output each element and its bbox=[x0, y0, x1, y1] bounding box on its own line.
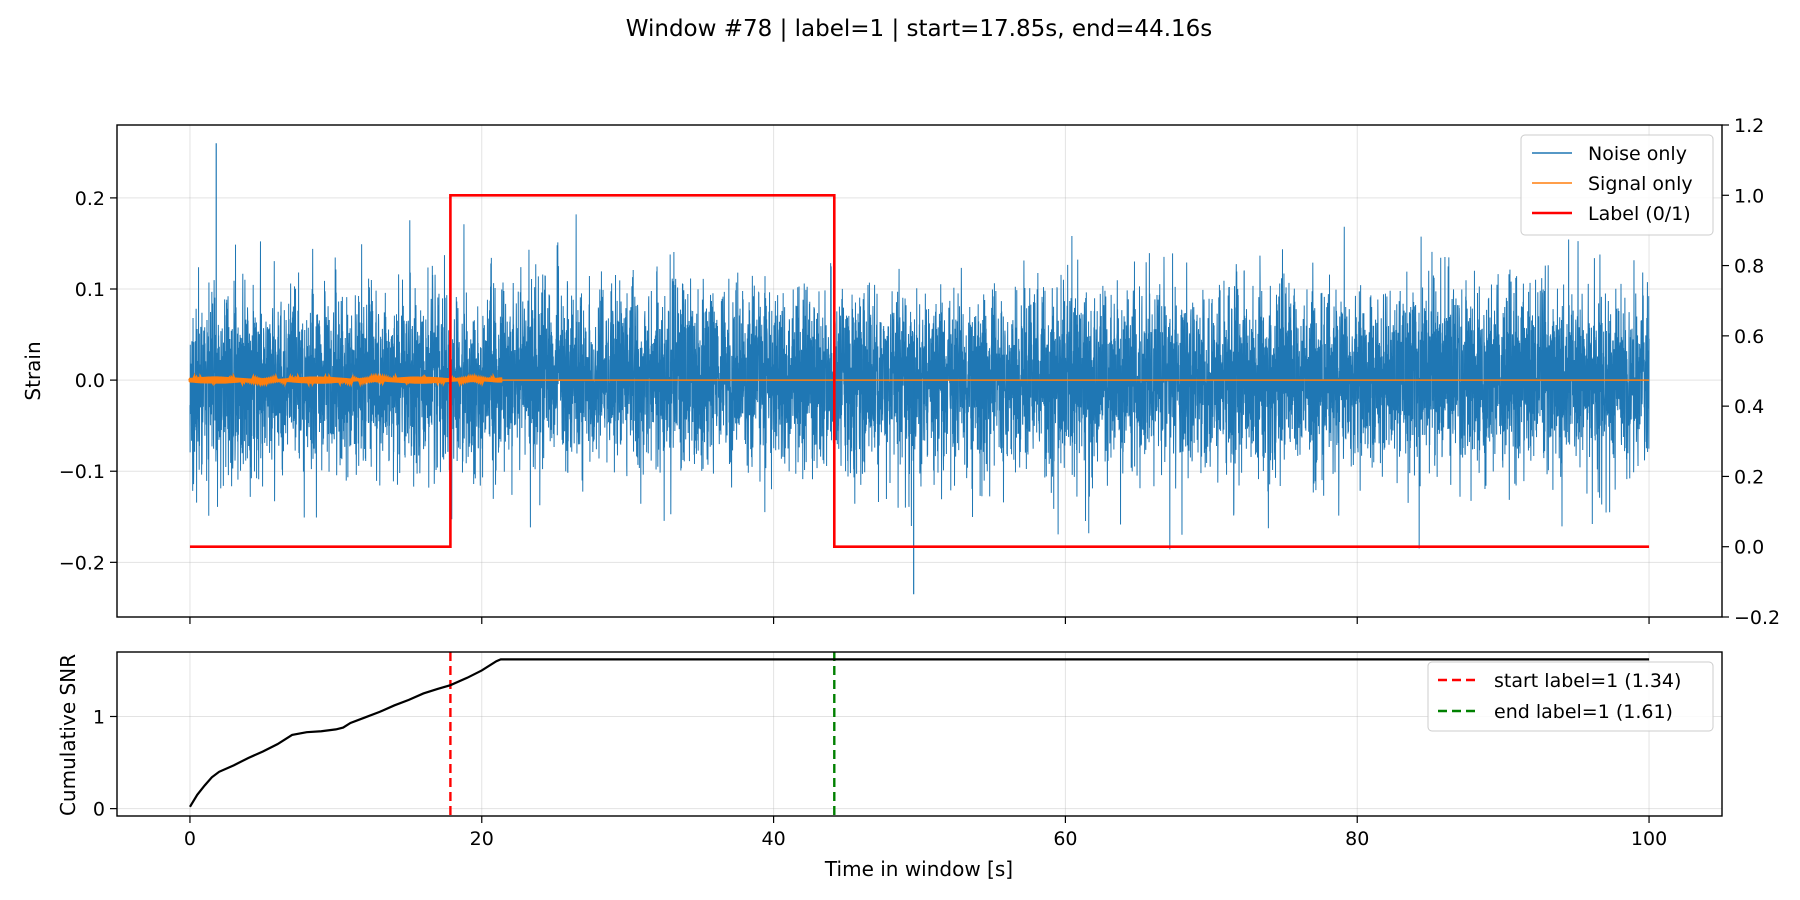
signal-only-series bbox=[188, 372, 1650, 388]
label-axis-ticks: −0.2 0.0 0.2 0.4 0.6 0.8 1.0 1.2 bbox=[1722, 115, 1780, 629]
snr-y-tick-label: 0 bbox=[93, 799, 105, 821]
label-axis-tick-label: −0.2 bbox=[1734, 607, 1780, 629]
legend-noise-label: Noise only bbox=[1588, 143, 1687, 165]
snr-legend-box bbox=[1427, 661, 1714, 732]
snr-y-ticks: 01 bbox=[93, 706, 117, 821]
strain-y-tick-label: −0.1 bbox=[59, 461, 105, 483]
snr-x-ticks: 0 20 40 60 80 100 bbox=[184, 816, 1667, 850]
snr-y-label: Cumulative SNR bbox=[56, 654, 80, 816]
snr-x-tick-label: 20 bbox=[470, 828, 494, 850]
strain-y-tick-label: 0.2 bbox=[75, 188, 105, 210]
snr-x-tick-label: 0 bbox=[184, 828, 196, 850]
strain-y-tick-label: 0.0 bbox=[75, 370, 105, 392]
strain-y-label: Strain bbox=[21, 341, 45, 400]
strain-y-ticks: −0.2 −0.1 0.0 0.1 0.2 bbox=[59, 188, 117, 574]
label-axis-tick-label: 0.6 bbox=[1734, 326, 1764, 348]
strain-y-tick-label: −0.2 bbox=[59, 552, 105, 574]
strain-axes-frame bbox=[116, 124, 1723, 618]
label-step-line bbox=[189, 193, 1650, 549]
legend-signal-label: Signal only bbox=[1588, 173, 1693, 195]
cumulative-snr-series bbox=[189, 658, 1650, 808]
label-axis-tick-label: 0.4 bbox=[1734, 396, 1764, 418]
strain-panel: −0.2 −0.1 0.0 0.1 0.2 −0.2 0.0 0.2 0.4 0.6 0.8 1.0… bbox=[21, 115, 1780, 629]
legend-start-label: start label=1 (1.34) bbox=[1494, 670, 1681, 692]
label-axis-tick-label: 0.0 bbox=[1734, 537, 1764, 559]
snr-x-tick-label: 100 bbox=[1631, 828, 1667, 850]
noise-only-series bbox=[189, 143, 1650, 595]
snr-vlines bbox=[449, 652, 836, 816]
snr-x-tick-label: 60 bbox=[1053, 828, 1077, 850]
label-axis-tick-label: 0.8 bbox=[1734, 256, 1764, 278]
strain-y-tick-label: 0.1 bbox=[75, 279, 105, 301]
strain-legend: Noise only Signal only Label (0/1) bbox=[1520, 134, 1714, 236]
cumulative-snr-line bbox=[189, 658, 1650, 808]
snr-axes-frame bbox=[116, 651, 1723, 817]
label-axis-tick-label: 1.0 bbox=[1734, 185, 1764, 207]
strain-legend-box bbox=[1520, 134, 1714, 236]
legend-label-label: Label (0/1) bbox=[1588, 203, 1691, 225]
snr-legend: start label=1 (1.34) end label=1 (1.61) bbox=[1427, 661, 1714, 732]
legend-end-label: end label=1 (1.61) bbox=[1494, 701, 1673, 723]
snr-y-tick-label: 1 bbox=[93, 706, 105, 728]
strain-x-ticks bbox=[189, 617, 1650, 624]
snr-x-label: Time in window [s] bbox=[824, 857, 1013, 881]
snr-panel: 0 20 40 60 80 100 01 Time in window [s] Cumul… bbox=[56, 651, 1723, 881]
label-step-series bbox=[189, 193, 1650, 549]
figure-title: Window #78 | label=1 | start=17.85s, end… bbox=[626, 16, 1213, 42]
snr-x-tick-label: 80 bbox=[1345, 828, 1369, 850]
label-axis-tick-label: 1.2 bbox=[1734, 115, 1764, 137]
snr-x-tick-label: 40 bbox=[761, 828, 785, 850]
signal-only-burst bbox=[188, 372, 503, 388]
noise-only-line bbox=[189, 214, 1650, 550]
label-axis-tick-label: 0.2 bbox=[1734, 466, 1764, 488]
